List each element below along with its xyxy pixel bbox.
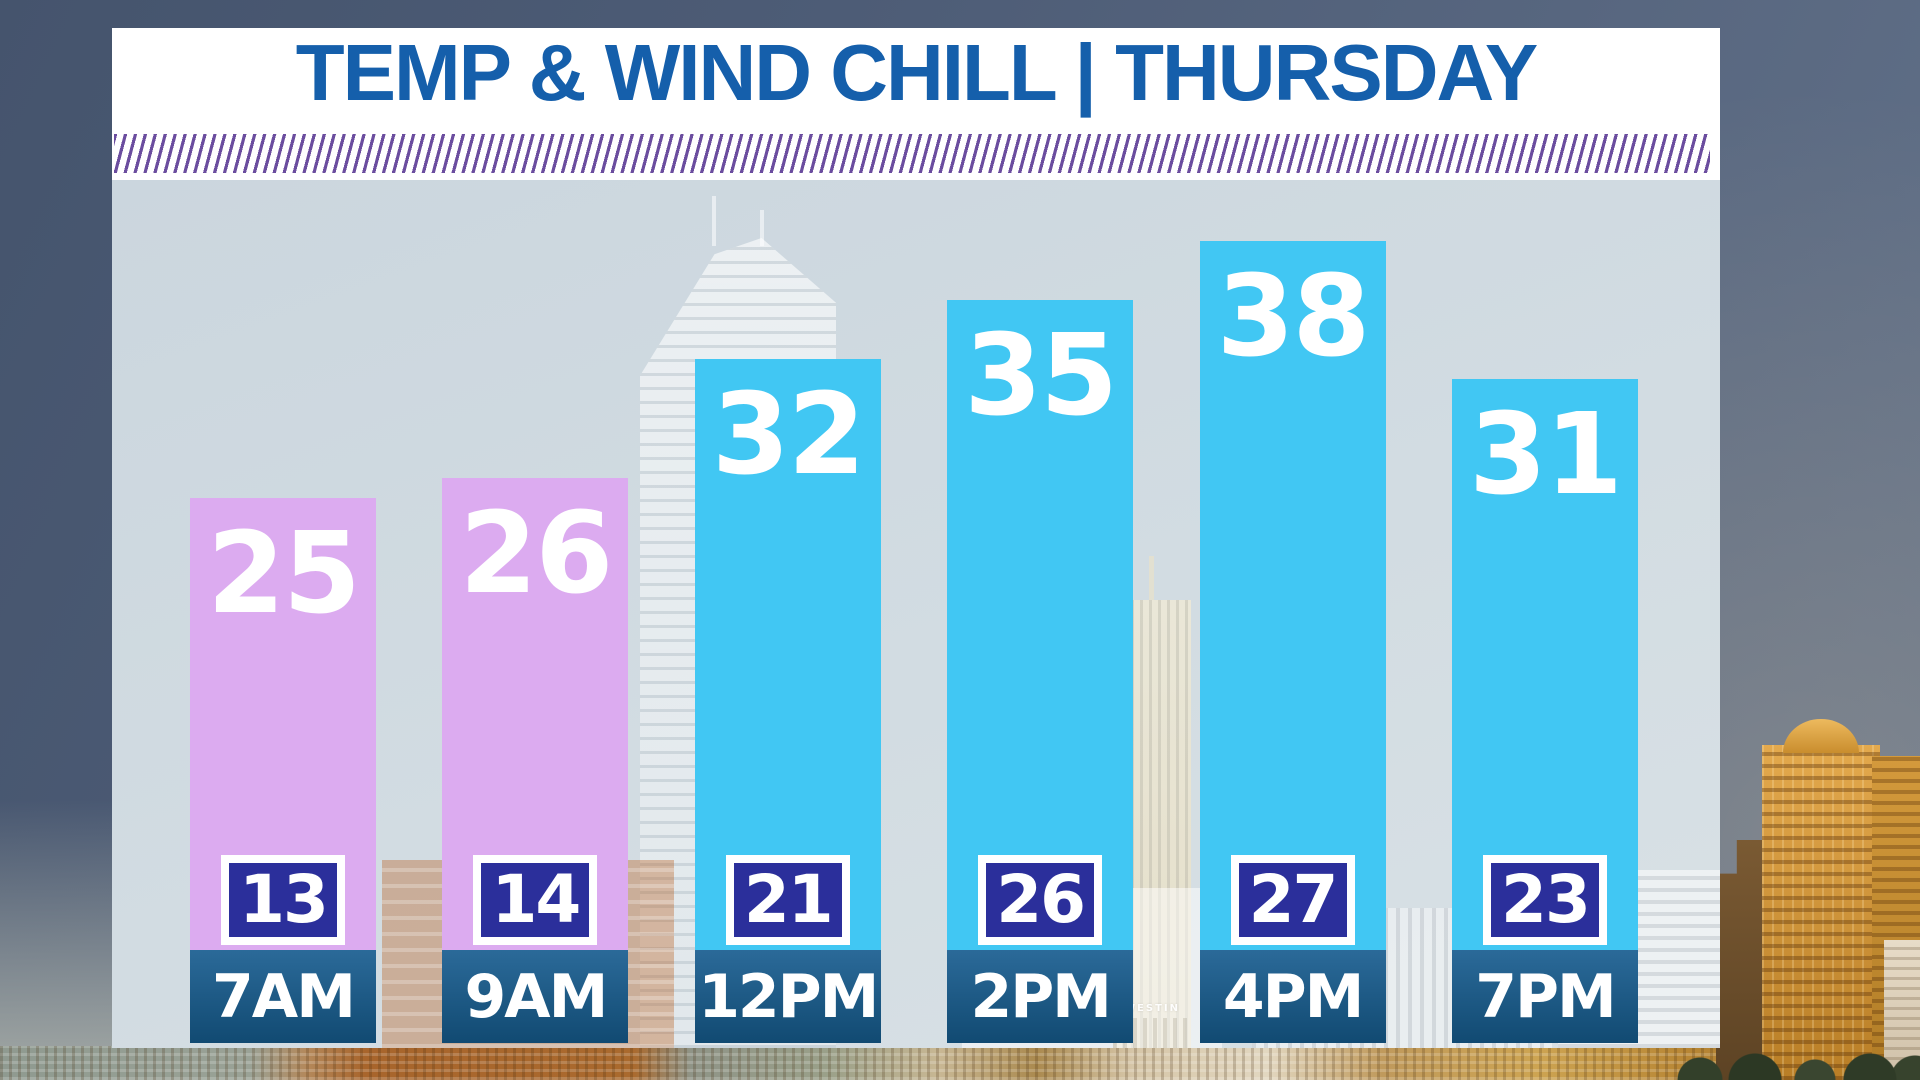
- chart-area: WESTIN 25 13 7AM 26 14 9AM 32 21 12PM 35 26 2PM 38 27…: [112, 180, 1720, 1048]
- bar-column-12pm: 32 21 12PM: [694, 180, 881, 1048]
- windchill-value: 26: [996, 861, 1086, 938]
- time-label: 2PM: [947, 950, 1134, 1043]
- windchill-chip: 21: [725, 855, 850, 945]
- time-label: 7AM: [190, 950, 376, 1043]
- time-label: 4PM: [1199, 950, 1386, 1043]
- bar-column-9am: 26 14 9AM: [442, 180, 629, 1048]
- page-title: TEMP & WIND CHILL | THURSDAY: [295, 28, 1539, 117]
- windchill-chip: 23: [1482, 855, 1607, 945]
- time-label: 9AM: [442, 950, 629, 1043]
- windchill-chip: 27: [1230, 855, 1355, 945]
- windchill-chip: 26: [978, 855, 1103, 945]
- temp-bar: 35: [947, 300, 1134, 950]
- title-banner: TEMP & WIND CHILL | THURSDAY: [112, 28, 1720, 128]
- windchill-value: 21: [743, 861, 834, 938]
- windchill-chip: 13: [221, 855, 345, 945]
- windchill-chip: 14: [473, 855, 598, 945]
- bar-column-4pm: 38 27 4PM: [1199, 180, 1386, 1048]
- skyline-street-strip: [0, 1046, 1920, 1080]
- windchill-value: 27: [1248, 861, 1339, 938]
- temp-value: 38: [1216, 252, 1371, 382]
- windchill-value: 13: [239, 861, 329, 938]
- temp-bar: 31: [1451, 379, 1638, 950]
- bar-column-7pm: 31 23 7PM: [1451, 180, 1638, 1048]
- golden-arch-tower: [1762, 719, 1880, 1080]
- temp-value: 26: [459, 489, 613, 619]
- temp-bar: 38: [1199, 241, 1386, 950]
- windchill-value: 23: [1501, 861, 1591, 938]
- horizon-haze: [0, 800, 114, 1050]
- temp-value: 35: [964, 311, 1118, 441]
- bar-columns: 25 13 7AM 26 14 9AM 32 21 12PM 35 26 2PM 38 27 4PM 31 23…: [112, 180, 1720, 1048]
- time-label: 12PM: [694, 950, 881, 1043]
- time-label: 7PM: [1451, 950, 1638, 1043]
- temp-value: 25: [207, 509, 361, 639]
- bar-column-2pm: 35 26 2PM: [947, 180, 1134, 1048]
- temp-value: 31: [1469, 390, 1623, 520]
- forecast-panel: TEMP & WIND CHILL | THURSDAY WESTIN 25 13…: [112, 28, 1720, 1048]
- windchill-value: 14: [491, 861, 581, 938]
- hatch-divider: [112, 128, 1720, 180]
- bar-column-7am: 25 13 7AM: [190, 180, 376, 1048]
